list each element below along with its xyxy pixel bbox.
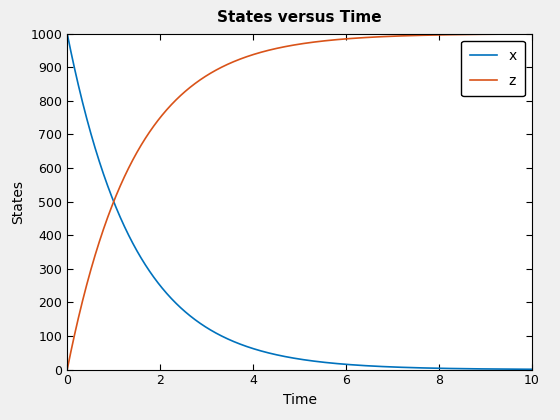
z: [383, 34, 390, 39]
X-axis label: Time: Time: [283, 393, 316, 407]
Y-axis label: States: States: [11, 180, 25, 223]
Line: x: x: [67, 34, 532, 369]
x: [435, 366, 441, 371]
Title: States versus Time: States versus Time: [217, 10, 382, 26]
x: [111, 202, 118, 207]
z: [64, 367, 71, 372]
x: [426, 365, 433, 370]
x: [529, 367, 535, 372]
z: [435, 32, 441, 37]
z: [252, 51, 259, 56]
x: [383, 364, 390, 369]
z: [426, 33, 433, 38]
x: [64, 31, 71, 36]
Line: z: z: [67, 34, 532, 370]
x: [269, 351, 276, 356]
z: [529, 32, 535, 37]
x: [252, 347, 259, 352]
z: [269, 47, 276, 52]
Legend: x, z: x, z: [461, 41, 525, 96]
z: [111, 197, 118, 202]
